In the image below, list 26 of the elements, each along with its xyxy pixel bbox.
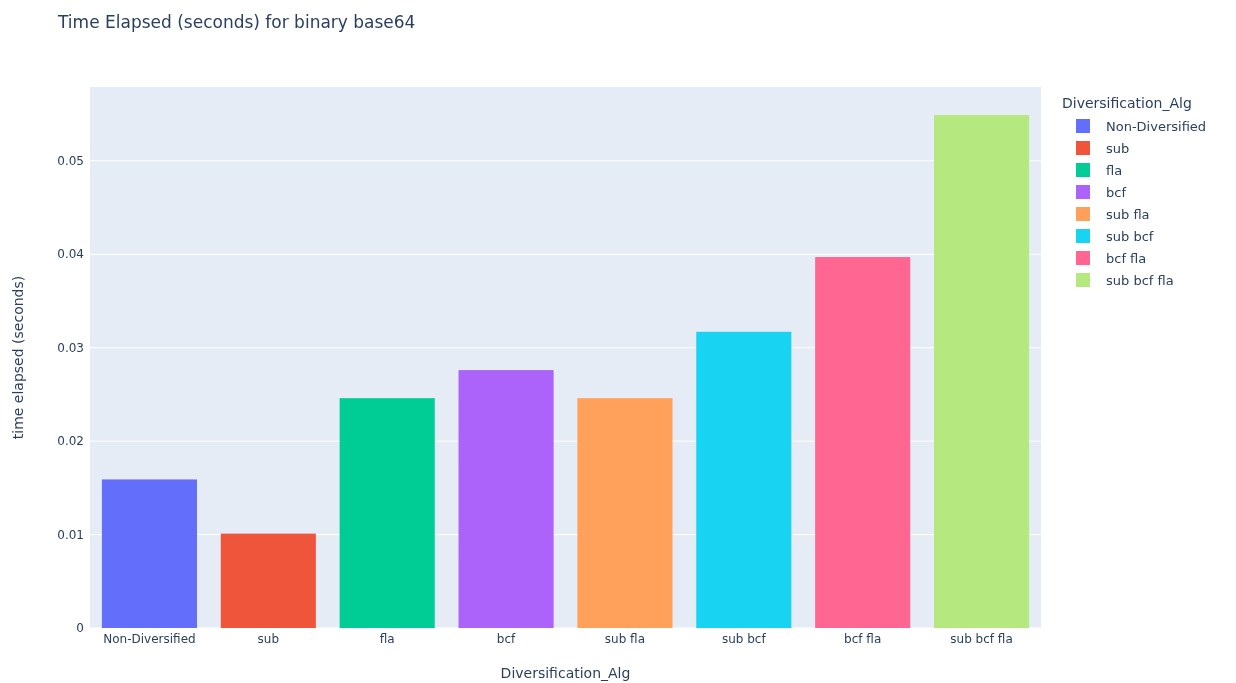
y-tick-label: 0: [76, 621, 84, 636]
x-tick-label: fla: [379, 632, 395, 646]
legend-label: Non-Diversified: [1106, 118, 1207, 134]
legend-label: sub bcf: [1106, 228, 1154, 244]
legend-label: fla: [1106, 162, 1123, 178]
legend-label: sub: [1106, 140, 1130, 156]
x-tick-label: sub bcf fla: [950, 632, 1013, 646]
legend-label: sub fla: [1106, 206, 1150, 222]
x-tick-label: sub bcf: [721, 632, 767, 646]
y-tick-label: 0.03: [57, 340, 84, 355]
y-axis-title: time elapsed (seconds): [10, 275, 26, 440]
x-tick-label: Non-Diversified: [103, 632, 196, 646]
legend-label: bcf: [1106, 184, 1127, 200]
legend-label: bcf fla: [1106, 250, 1147, 266]
x-tick-label: bcf fla: [844, 632, 882, 646]
y-tick-label: 0.05: [57, 154, 84, 169]
x-tick-label: sub fla: [604, 632, 646, 646]
legend-label: sub bcf fla: [1106, 272, 1174, 288]
y-tick-label: 0.02: [57, 434, 84, 449]
x-tick-label: sub: [257, 632, 280, 646]
x-axis-title: Diversification_Alg: [500, 665, 631, 681]
legend-title: Diversification_Alg: [1062, 95, 1192, 111]
y-tick-label: 0.04: [57, 247, 84, 262]
x-tick-label: bcf: [496, 632, 517, 646]
chart-title: Time Elapsed (seconds) for binary base64: [57, 12, 416, 32]
y-tick-label: 0.01: [57, 527, 84, 542]
